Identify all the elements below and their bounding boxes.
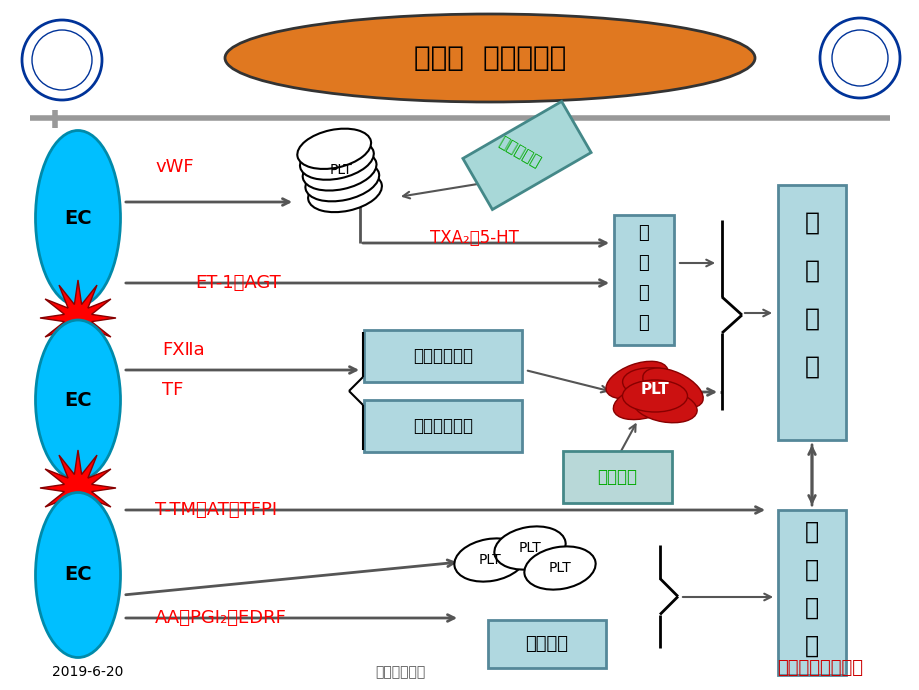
FancyBboxPatch shape <box>364 330 521 382</box>
Ellipse shape <box>36 320 120 480</box>
Text: EC: EC <box>64 566 92 584</box>
Text: 血管扩张: 血管扩张 <box>525 635 568 653</box>
Text: 止: 止 <box>803 307 819 331</box>
Text: 止血血栓: 止血血栓 <box>596 468 637 486</box>
FancyBboxPatch shape <box>364 400 521 452</box>
Text: PLT: PLT <box>548 561 571 575</box>
Ellipse shape <box>36 130 120 306</box>
Ellipse shape <box>297 128 370 169</box>
Text: PLT: PLT <box>518 541 540 555</box>
Polygon shape <box>40 280 116 356</box>
Ellipse shape <box>225 14 754 102</box>
Ellipse shape <box>308 172 381 212</box>
Text: AA、PGI₂、EDRF: AA、PGI₂、EDRF <box>154 609 287 627</box>
Text: TXA₂、5-HT: TXA₂、5-HT <box>429 229 518 247</box>
Text: 外源凝血系统: 外源凝血系统 <box>413 417 472 435</box>
Text: 谢谢您的观看: 谢谢您的观看 <box>374 665 425 679</box>
Text: 收: 收 <box>638 284 649 302</box>
Ellipse shape <box>606 362 667 399</box>
Text: 加: 加 <box>803 211 819 235</box>
FancyBboxPatch shape <box>462 101 591 210</box>
Text: 缩: 缩 <box>638 314 649 332</box>
Text: PLT: PLT <box>640 382 669 397</box>
Ellipse shape <box>302 150 376 190</box>
Text: 强: 强 <box>803 259 819 283</box>
Text: 血: 血 <box>638 224 649 242</box>
Text: 抑: 抑 <box>804 520 818 544</box>
Text: T-TM、AT、TFPI: T-TM、AT、TFPI <box>154 501 277 519</box>
Text: 内源凝血系统: 内源凝血系统 <box>413 347 472 365</box>
Text: 2019-6-20: 2019-6-20 <box>52 665 123 679</box>
Ellipse shape <box>494 526 565 570</box>
Text: vWF: vWF <box>154 158 193 176</box>
Ellipse shape <box>454 538 525 582</box>
Ellipse shape <box>305 161 379 201</box>
Polygon shape <box>40 450 116 526</box>
Text: 血小板血栓: 血小板血栓 <box>496 134 543 170</box>
Ellipse shape <box>622 368 686 400</box>
FancyBboxPatch shape <box>777 185 845 440</box>
Text: 制: 制 <box>804 558 818 582</box>
Text: FXⅡa: FXⅡa <box>162 341 204 359</box>
Text: 血: 血 <box>804 634 818 658</box>
Ellipse shape <box>622 380 686 412</box>
Ellipse shape <box>524 546 595 590</box>
Ellipse shape <box>36 493 120 658</box>
Ellipse shape <box>632 389 697 423</box>
FancyBboxPatch shape <box>777 510 845 675</box>
Text: EC: EC <box>64 391 92 409</box>
Text: PLT: PLT <box>329 163 352 177</box>
Text: PLT: PLT <box>478 553 501 567</box>
Text: ET-1、AGT: ET-1、AGT <box>195 274 280 292</box>
Text: 吉林大学第一医院: 吉林大学第一医院 <box>777 659 862 677</box>
Text: 管: 管 <box>638 254 649 272</box>
Ellipse shape <box>300 139 373 180</box>
FancyBboxPatch shape <box>613 215 674 345</box>
Text: EC: EC <box>64 208 92 228</box>
Text: TF: TF <box>162 381 183 399</box>
Text: 凝: 凝 <box>804 596 818 620</box>
Ellipse shape <box>642 368 702 408</box>
Text: 血: 血 <box>803 355 819 379</box>
Text: 第一节  血管壁检测: 第一节 血管壁检测 <box>414 44 565 72</box>
FancyBboxPatch shape <box>562 451 671 503</box>
Ellipse shape <box>613 384 676 420</box>
FancyBboxPatch shape <box>487 620 606 668</box>
